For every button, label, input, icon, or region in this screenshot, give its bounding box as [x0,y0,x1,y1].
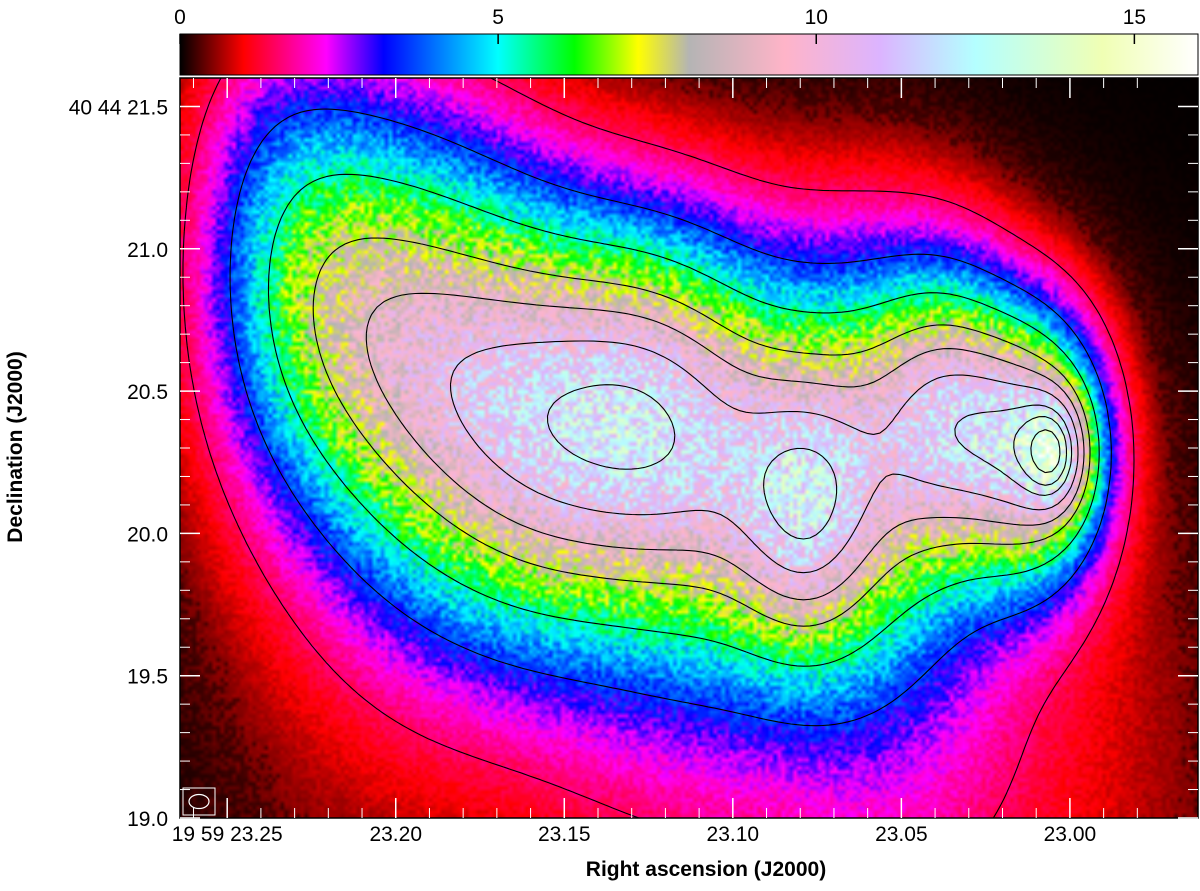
contour-level [449,340,1079,574]
contour-level [267,173,1100,667]
contour-level [1013,416,1068,486]
x-tick-label: 23.15 [538,823,591,846]
contour-level [1030,429,1061,474]
y-axis-ticks: 40 44 21.5 21.0 20.5 20.0 19.5 19.0 [69,96,1198,831]
contour-level [312,237,1091,627]
y-tick-label: 40 44 21.5 [69,96,168,119]
colorbar-gradient [179,33,1199,76]
y-tick-label: 20.5 [127,381,168,404]
map-panel: 19 59 23.25 23.20 23.15 23.10 23.05 23.00 40 … [69,77,1199,846]
contour-level [546,384,1073,540]
x-tick-label: 23.05 [875,823,928,846]
intensity-image [180,78,1198,818]
colorbar-ticks: 0 5 10 15 [174,6,1146,44]
y-axis-title: Declination (J2000) [4,351,27,542]
y-tick-label: 19.5 [127,666,168,689]
contour-level [365,292,1085,601]
intensity-raster [180,78,1198,818]
x-tick-label: 23.00 [1044,823,1097,846]
x-tick-label: 19 59 23.25 [172,823,283,846]
colorbar-tick-label: 0 [174,6,186,29]
contour-level [182,78,1135,818]
y-tick-label: 21.0 [127,239,168,262]
beam-ellipse-box [182,787,216,816]
x-tick-label: 23.20 [369,823,422,846]
x-axis-title: Right ascension (J2000) [586,858,826,881]
colorbar: 0 5 10 15 [174,6,1199,76]
x-axis-ticks: 19 59 23.25 23.20 23.15 23.10 23.05 23.00 [172,78,1138,846]
contour-level [229,108,1112,727]
colorbar-tick-label: 15 [1123,6,1146,29]
colorbar-tick-label: 10 [805,6,828,29]
contour-lines [182,78,1135,818]
x-tick-label: 23.10 [707,823,760,846]
colorbar-tick-label: 5 [492,6,504,29]
y-tick-label: 20.0 [127,523,168,546]
y-tick-label: 19.0 [127,808,168,831]
